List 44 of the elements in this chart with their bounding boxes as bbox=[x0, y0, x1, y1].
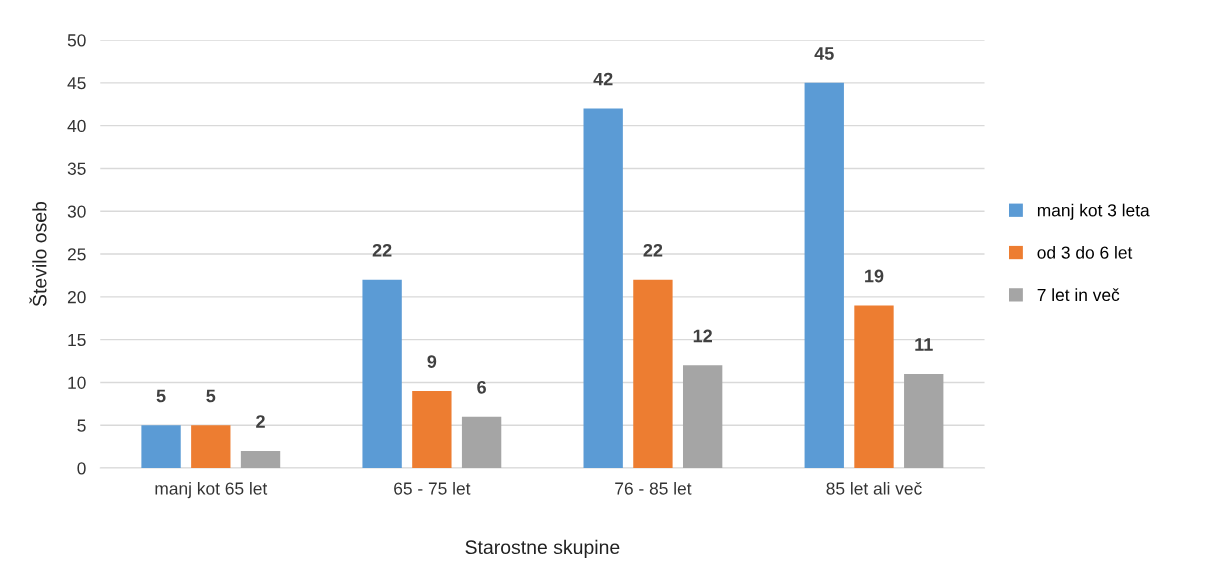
y-tick-label: 45 bbox=[67, 77, 86, 90]
bar bbox=[682, 365, 723, 469]
data-label: 5 bbox=[156, 389, 166, 403]
y-tick-label: 5 bbox=[77, 419, 86, 432]
bar bbox=[461, 416, 502, 469]
y-tick-label: 10 bbox=[68, 376, 86, 389]
data-label: 19 bbox=[865, 269, 884, 283]
bar bbox=[804, 82, 844, 469]
x-tick-label: 76 - 85 let bbox=[615, 481, 692, 495]
data-label: 2 bbox=[256, 415, 265, 428]
data-label: 45 bbox=[814, 47, 834, 60]
x-tick-label: 85 let ali več bbox=[826, 481, 922, 495]
bar bbox=[240, 450, 281, 469]
y-tick-label: 15 bbox=[68, 333, 86, 347]
data-label: 5 bbox=[206, 389, 216, 403]
bar bbox=[362, 279, 402, 469]
data-label: 9 bbox=[427, 355, 437, 368]
x-tick-label: 65 - 75 let bbox=[394, 481, 471, 495]
y-tick-label: 20 bbox=[67, 291, 86, 304]
bar bbox=[412, 391, 452, 469]
data-label: 12 bbox=[693, 329, 712, 343]
data-label: 6 bbox=[477, 380, 486, 394]
legend-label: 7 let in več bbox=[1037, 288, 1120, 302]
legend-label: od 3 do 6 let bbox=[1037, 245, 1133, 259]
bar bbox=[904, 373, 944, 469]
x-tick-label: manj kot 65 let bbox=[155, 481, 268, 499]
data-label: 11 bbox=[915, 338, 933, 351]
y-tick-label: 30 bbox=[67, 205, 86, 218]
data-label: 42 bbox=[593, 72, 613, 86]
bar bbox=[633, 279, 673, 469]
bar bbox=[191, 425, 231, 469]
y-tick-label: 40 bbox=[67, 119, 86, 133]
bar bbox=[854, 305, 894, 469]
data-label: 22 bbox=[372, 243, 392, 257]
data-label: 22 bbox=[643, 243, 663, 257]
y-tick-label: 35 bbox=[67, 162, 86, 175]
bar bbox=[583, 108, 623, 469]
y-tick-label: 50 bbox=[67, 34, 86, 47]
y-tick-label: 25 bbox=[67, 248, 86, 261]
y-axis-title: Število oseb bbox=[29, 201, 47, 307]
legend-label: manj kot 3 leta bbox=[1037, 203, 1150, 220]
bar bbox=[141, 425, 181, 469]
y-tick-label: 0 bbox=[77, 462, 86, 475]
x-axis-title: Starostne skupine bbox=[465, 539, 620, 558]
